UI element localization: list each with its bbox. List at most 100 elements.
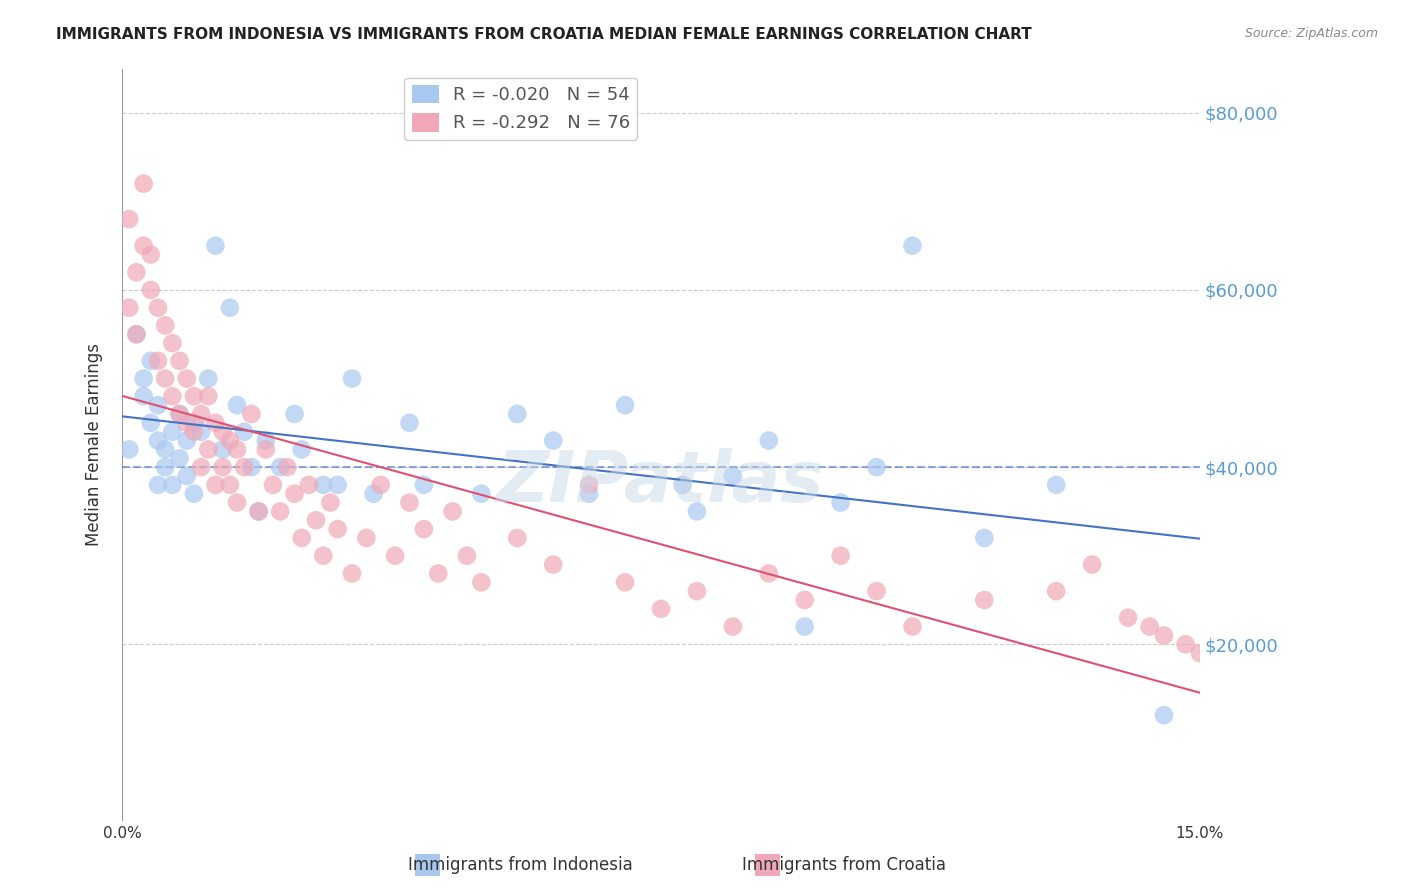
Point (830, 549, 852, 563)
Point (218, 301, 240, 315)
Point (1153, 628, 1175, 642)
Point (865, 460, 887, 475)
Point (153, 442, 176, 457)
Point (139, 354, 162, 368)
Point (146, 354, 169, 368)
Point (363, 486, 385, 500)
Point (721, 469, 744, 483)
Point (398, 495, 420, 509)
Point (183, 416, 205, 430)
Point (190, 407, 212, 421)
Point (169, 451, 191, 466)
Point (1045, 584, 1067, 599)
Point (305, 513, 328, 527)
Point (183, 389, 205, 403)
Point (162, 336, 184, 351)
Point (197, 389, 219, 403)
Point (190, 425, 212, 439)
Point (370, 478, 392, 492)
Point (456, 549, 478, 563)
Point (1045, 478, 1067, 492)
Point (1174, 637, 1197, 651)
Point (146, 434, 169, 448)
Point (233, 460, 256, 475)
Point (506, 407, 529, 421)
Text: Immigrants from Croatia: Immigrants from Croatia (741, 856, 946, 874)
Point (269, 504, 291, 518)
Point (721, 619, 744, 633)
Point (240, 460, 263, 475)
Point (118, 212, 141, 227)
Point (132, 389, 155, 403)
Point (262, 478, 284, 492)
Point (125, 327, 148, 342)
Point (226, 442, 249, 457)
Point (153, 371, 176, 385)
Point (1116, 611, 1139, 625)
Point (671, 478, 693, 492)
Point (865, 584, 887, 599)
Point (176, 434, 198, 448)
Point (578, 486, 600, 500)
Point (1188, 646, 1211, 660)
Point (506, 531, 529, 545)
Point (340, 566, 363, 581)
Point (686, 584, 709, 599)
Point (146, 301, 169, 315)
Point (276, 460, 298, 475)
Point (384, 549, 406, 563)
Point (901, 619, 924, 633)
Point (1081, 558, 1104, 572)
Point (758, 434, 780, 448)
Point (312, 549, 335, 563)
Point (218, 434, 240, 448)
Point (146, 398, 169, 412)
Point (233, 425, 256, 439)
Point (146, 478, 169, 492)
Point (793, 619, 815, 633)
Point (132, 238, 155, 252)
Point (319, 495, 342, 509)
Point (793, 593, 815, 607)
Point (240, 407, 263, 421)
Point (204, 416, 226, 430)
Point (176, 416, 198, 430)
Text: Source: ZipAtlas.com: Source: ZipAtlas.com (1244, 27, 1378, 40)
Point (312, 478, 335, 492)
Point (614, 575, 637, 590)
Point (470, 486, 492, 500)
Point (162, 478, 184, 492)
Point (153, 318, 176, 333)
Point (139, 247, 162, 261)
Point (441, 504, 464, 518)
Point (758, 566, 780, 581)
Point (183, 425, 205, 439)
Point (412, 478, 434, 492)
Point (211, 460, 233, 475)
Point (125, 327, 148, 342)
Point (578, 478, 600, 492)
Point (614, 398, 637, 412)
Y-axis label: Median Female Earnings: Median Female Earnings (86, 343, 103, 547)
Point (132, 177, 155, 191)
Point (398, 416, 420, 430)
Point (254, 434, 277, 448)
Point (901, 238, 924, 252)
Point (183, 486, 205, 500)
Point (291, 531, 314, 545)
Point (247, 504, 270, 518)
Point (118, 301, 141, 315)
Point (162, 425, 184, 439)
Point (830, 495, 852, 509)
Point (204, 238, 226, 252)
Text: ZIPatlas: ZIPatlas (498, 448, 825, 517)
Point (340, 371, 363, 385)
Point (139, 416, 162, 430)
Point (291, 442, 314, 457)
Point (162, 389, 184, 403)
Point (283, 407, 305, 421)
Point (218, 478, 240, 492)
Point (427, 566, 450, 581)
Point (153, 460, 176, 475)
Text: Immigrants from Indonesia: Immigrants from Indonesia (408, 856, 633, 874)
